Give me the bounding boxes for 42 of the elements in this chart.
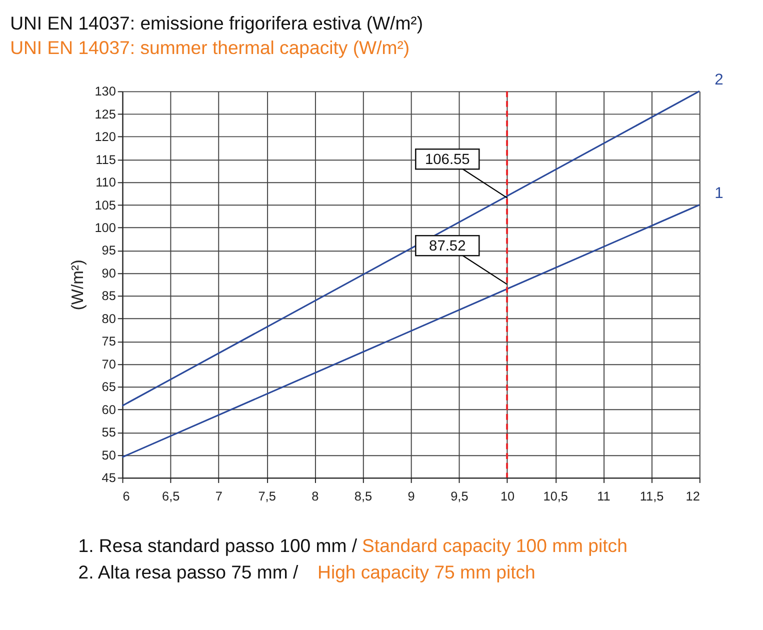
y-axis-title: (W/m²) [68, 260, 87, 310]
chart-title: UNI EN 14037: emissione frigorifera estiva (W/m²) [10, 12, 424, 34]
y-tick-label: 45 [102, 470, 116, 485]
text: Standard capacity 100 mm pitch [362, 534, 628, 556]
y-tick-label: 75 [102, 334, 116, 349]
x-tick-label: 8 [312, 488, 319, 504]
y-tick-label: 130 [94, 84, 116, 99]
y-tick-label: 120 [94, 129, 116, 144]
x-tick-label: 9,5 [450, 488, 468, 504]
x-tick-label: 7,5 [258, 488, 276, 504]
x-tick-label: 7 [215, 488, 222, 504]
x-tick-label: 6,5 [162, 488, 180, 504]
y-tick-label: 105 [94, 197, 116, 212]
chart-subtitle: UNI EN 14037: summer thermal capacity (W/m²) [10, 37, 410, 58]
series-label: 1 [714, 185, 724, 202]
y-tick-label: 65 [102, 379, 116, 394]
y-tick-label: 55 [102, 424, 116, 440]
y-tick-label: 60 [102, 402, 116, 417]
x-tick-label: 12 [686, 488, 700, 504]
series-label: 2 [714, 71, 724, 88]
x-tick-label: 8,5 [354, 488, 372, 504]
text: 1. Resa standard passo 100 mm / [78, 534, 358, 556]
y-tick-label: 85 [102, 288, 116, 304]
x-tick-label: 9 [408, 488, 415, 504]
annotation: 87.52 [429, 238, 466, 255]
x-tick-label: 11,5 [640, 488, 664, 504]
x-tick-label: 11 [597, 488, 610, 504]
text: 2. Alta resa passo 75 mm / [78, 561, 300, 582]
annotation: 106.55 [424, 152, 470, 168]
x-tick-label: 10 [500, 488, 515, 504]
text: High capacity 75 mm pitch [318, 561, 536, 582]
y-tick-label: 100 [94, 220, 116, 235]
x-tick-label: 6 [122, 488, 130, 504]
y-tick-label: 95 [102, 242, 116, 258]
y-tick-label: 110 [96, 174, 116, 190]
y-tick-label: 125 [94, 106, 116, 122]
x-tick-label: 10,5 [543, 488, 568, 504]
y-tick-label: 50 [102, 447, 116, 462]
y-tick-label: 90 [102, 265, 116, 280]
y-tick-label: 70 [102, 356, 116, 372]
y-tick-label: 115 [96, 152, 116, 167]
y-tick-label: 80 [102, 310, 116, 326]
